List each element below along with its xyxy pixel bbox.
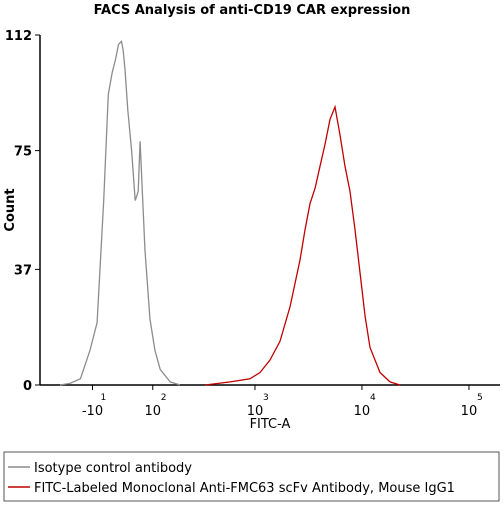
legend-box	[3, 451, 500, 502]
x-tick-label: -10	[82, 404, 103, 419]
x-tick-exponent: 5	[477, 393, 483, 403]
y-tick-label: 112	[5, 29, 32, 44]
legend-label: FITC-Labeled Monoclonal Anti-FMC63 scFv …	[34, 481, 455, 496]
y-tick-label: 75	[14, 145, 32, 160]
histogram-line	[59, 39, 181, 386]
x-tick-exponent: 3	[263, 393, 269, 403]
x-tick-exponent: 2	[161, 393, 167, 403]
x-axis-label: FITC-A	[250, 417, 291, 432]
y-axis-label: Count	[3, 188, 18, 231]
histogram-line	[205, 104, 401, 386]
x-tick-label: 10	[461, 404, 478, 419]
x-tick-label: 10	[247, 404, 264, 419]
x-tick-exponent: 4	[370, 393, 376, 403]
x-tick-label: 10	[144, 404, 161, 419]
chart-title: FACS Analysis of anti-CD19 CAR expressio…	[94, 3, 411, 18]
x-tick-exponent: 1	[100, 393, 106, 403]
y-tick-label: 37	[14, 263, 32, 278]
x-tick-label: 10	[354, 404, 371, 419]
y-tick-label: 0	[23, 379, 32, 394]
legend-label: Isotype control antibody	[34, 461, 192, 476]
